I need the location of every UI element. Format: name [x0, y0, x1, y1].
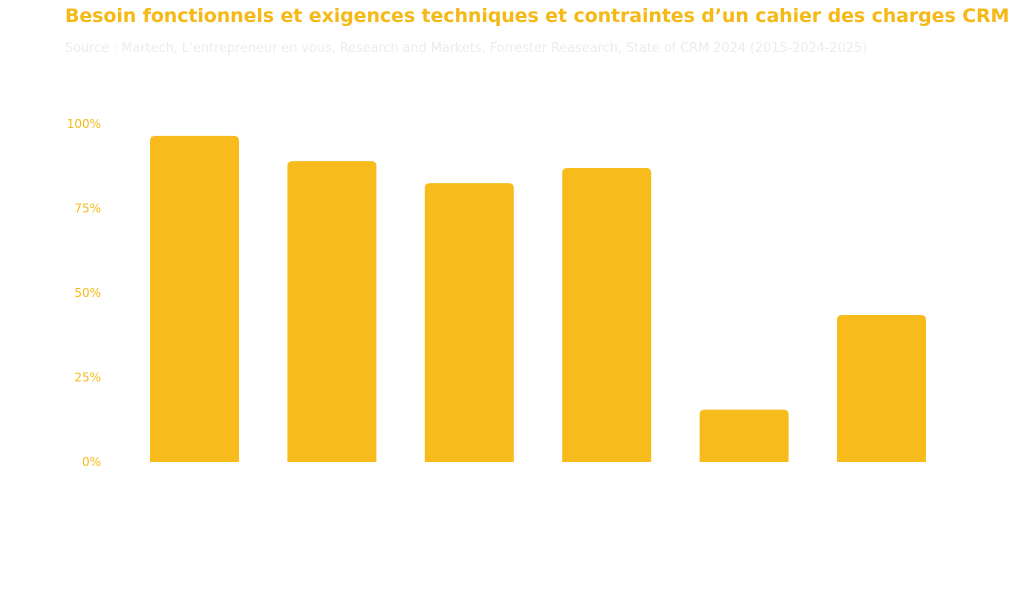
- bar: [287, 161, 377, 462]
- bar: [150, 135, 239, 462]
- y-tick-label: 50%: [74, 286, 101, 300]
- y-tick-label: 25%: [74, 371, 101, 385]
- bar: [424, 183, 514, 462]
- bar: [699, 409, 789, 462]
- y-axis-ticks: 100% 75% 50% 25% 0%: [67, 117, 101, 469]
- bar: [562, 167, 652, 462]
- y-tick-label: 75%: [74, 202, 101, 216]
- bars: [150, 135, 926, 462]
- bar: [837, 314, 926, 462]
- y-tick-label: 100%: [67, 117, 101, 131]
- chart-title: Besoin fonctionnels et exigences techniq…: [65, 5, 1010, 27]
- y-tick-label: 0%: [82, 455, 101, 469]
- chart-source: Source : Martech, L’entrepreneur en vous…: [65, 41, 868, 56]
